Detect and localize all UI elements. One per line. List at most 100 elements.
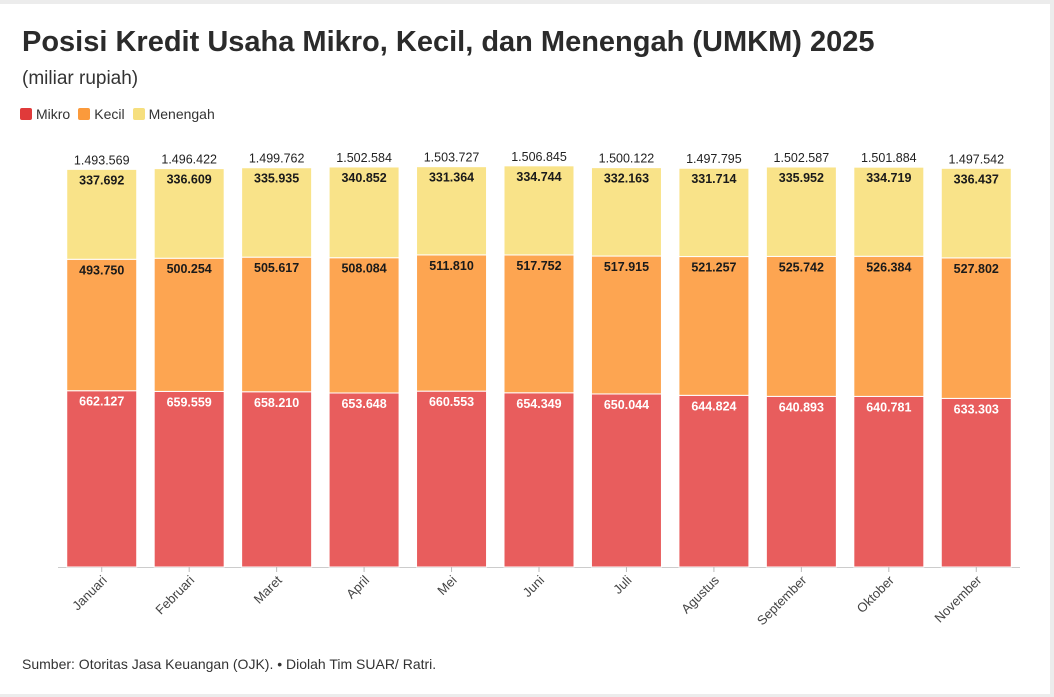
data-label-mikro-februari: 659.559 — [167, 395, 212, 409]
bar-kecil-mei — [416, 254, 488, 392]
x-tick-label-maret: Maret — [251, 572, 285, 606]
data-label-mikro-agustus: 644.824 — [691, 399, 736, 413]
data-label-kecil-april: 508.084 — [341, 262, 386, 276]
data-label-kecil-agustus: 521.257 — [691, 261, 736, 275]
x-tick-label-september: September — [754, 572, 810, 628]
legend-item-mikro: Mikro — [20, 106, 70, 122]
data-label-menengah-september: 335.952 — [779, 171, 824, 185]
data-label-menengah-mei: 331.364 — [429, 171, 474, 185]
x-tick-label-april: April — [343, 572, 372, 601]
bar-mikro-mei — [416, 390, 488, 568]
bar-menengah-oktober — [853, 166, 925, 257]
chart-title: Posisi Kredit Usaha Mikro, Kecil, dan Me… — [22, 26, 875, 58]
total-label-oktober: 1.501.884 — [861, 151, 917, 165]
data-label-mikro-oktober: 640.781 — [866, 400, 911, 414]
bar-kecil-september — [765, 255, 837, 397]
bar-menengah-april — [328, 166, 400, 259]
data-label-kecil-februari: 500.254 — [167, 262, 212, 276]
source-note: Sumber: Otoritas Jasa Keuangan (OJK). • … — [22, 656, 437, 672]
data-label-menengah-juni: 334.744 — [516, 170, 561, 184]
bar-menengah-november — [940, 167, 1012, 259]
bar-kecil-juli — [590, 255, 662, 395]
total-label-februari: 1.496.422 — [161, 153, 217, 167]
bar-mikro-maret — [241, 391, 313, 568]
bar-menengah-juni — [503, 165, 575, 256]
bar-kecil-november — [940, 257, 1012, 399]
data-label-mikro-maret: 658.210 — [254, 396, 299, 410]
data-label-mikro-juli: 650.044 — [604, 398, 649, 412]
data-label-mikro-januari: 662.127 — [79, 395, 124, 409]
bar-kecil-januari — [66, 258, 138, 392]
data-label-kecil-november: 527.802 — [954, 262, 999, 276]
legend-label-mikro: Mikro — [36, 106, 71, 122]
legend-item-kecil: Kecil — [78, 106, 125, 122]
total-label-juli: 1.500.122 — [599, 152, 655, 166]
bar-menengah-september — [765, 166, 837, 257]
data-label-mikro-april: 653.648 — [341, 397, 386, 411]
data-label-mikro-juni: 654.349 — [516, 397, 561, 411]
total-label-juni: 1.506.845 — [511, 150, 567, 164]
legend-label-menengah: Menengah — [148, 106, 215, 122]
bar-mikro-september — [765, 395, 837, 568]
bar-menengah-januari — [66, 168, 138, 260]
x-tick-label-november: November — [931, 572, 984, 625]
data-label-mikro-november: 633.303 — [954, 402, 999, 416]
legend-swatch-kecil — [78, 108, 91, 120]
bar-menengah-maret — [241, 167, 313, 258]
bar-mikro-juni — [503, 392, 575, 568]
total-label-november: 1.497.542 — [948, 152, 1004, 166]
total-label-september: 1.502.587 — [774, 151, 830, 165]
data-label-mikro-mei: 660.553 — [429, 395, 474, 409]
x-tick-label-januari: Januari — [69, 572, 110, 613]
data-label-kecil-juli: 517.915 — [604, 260, 649, 274]
bar-kecil-april — [328, 257, 400, 394]
data-label-mikro-september: 640.893 — [779, 400, 824, 414]
total-label-maret: 1.499.762 — [249, 152, 305, 166]
legend-swatch-mikro — [20, 108, 32, 120]
bar-mikro-april — [328, 392, 400, 568]
total-label-april: 1.502.584 — [336, 151, 392, 165]
bar-kecil-juni — [503, 254, 575, 394]
legend-swatch-menengah — [132, 108, 145, 120]
data-label-menengah-oktober: 334.719 — [866, 171, 911, 185]
data-label-kecil-maret: 505.617 — [254, 261, 299, 275]
x-tick-label-mei: Mei — [434, 572, 459, 597]
bar-menengah-agustus — [678, 167, 750, 258]
bar-kecil-februari — [153, 257, 225, 392]
bar-mikro-oktober — [853, 395, 925, 568]
data-label-menengah-maret: 335.935 — [254, 172, 299, 186]
total-label-mei: 1.503.727 — [424, 151, 480, 165]
x-tick-label-februari: Februari — [152, 572, 197, 617]
legend-item-menengah: Menengah — [132, 106, 215, 122]
data-label-kecil-september: 525.742 — [779, 260, 824, 274]
x-tick-label-juni: Juni — [520, 572, 548, 600]
data-label-menengah-april: 340.852 — [341, 171, 386, 185]
data-label-kecil-oktober: 526.384 — [866, 260, 911, 274]
data-label-menengah-november: 336.437 — [954, 172, 999, 186]
bar-menengah-juli — [590, 167, 662, 257]
data-label-menengah-februari: 336.609 — [167, 173, 212, 187]
data-label-kecil-mei: 511.810 — [429, 259, 474, 273]
bar-menengah-mei — [416, 166, 488, 256]
bar-kecil-oktober — [853, 255, 925, 397]
bar-mikro-februari — [153, 390, 225, 568]
bar-mikro-november — [940, 397, 1012, 568]
total-label-januari: 1.493.569 — [74, 153, 130, 167]
bar-mikro-agustus — [678, 394, 750, 568]
bar-mikro-januari — [66, 390, 138, 568]
x-tick-label-juli: Juli — [610, 572, 634, 596]
data-label-menengah-agustus: 331.714 — [691, 172, 736, 186]
data-label-menengah-juli: 332.163 — [604, 172, 649, 186]
data-label-kecil-juni: 517.752 — [516, 259, 561, 273]
bar-mikro-juli — [590, 393, 662, 568]
x-tick-label-agustus: Agustus — [678, 572, 722, 616]
chart-subtitle: (miliar rupiah) — [22, 68, 139, 89]
x-tick-label-oktober: Oktober — [854, 572, 898, 616]
legend: Mikro Kecil Menengah — [20, 106, 215, 122]
bar-menengah-februari — [153, 168, 225, 259]
data-label-menengah-januari: 337.692 — [79, 173, 124, 187]
data-label-kecil-januari: 493.750 — [79, 263, 124, 277]
bar-kecil-maret — [241, 256, 313, 393]
total-label-agustus: 1.497.795 — [686, 152, 742, 166]
